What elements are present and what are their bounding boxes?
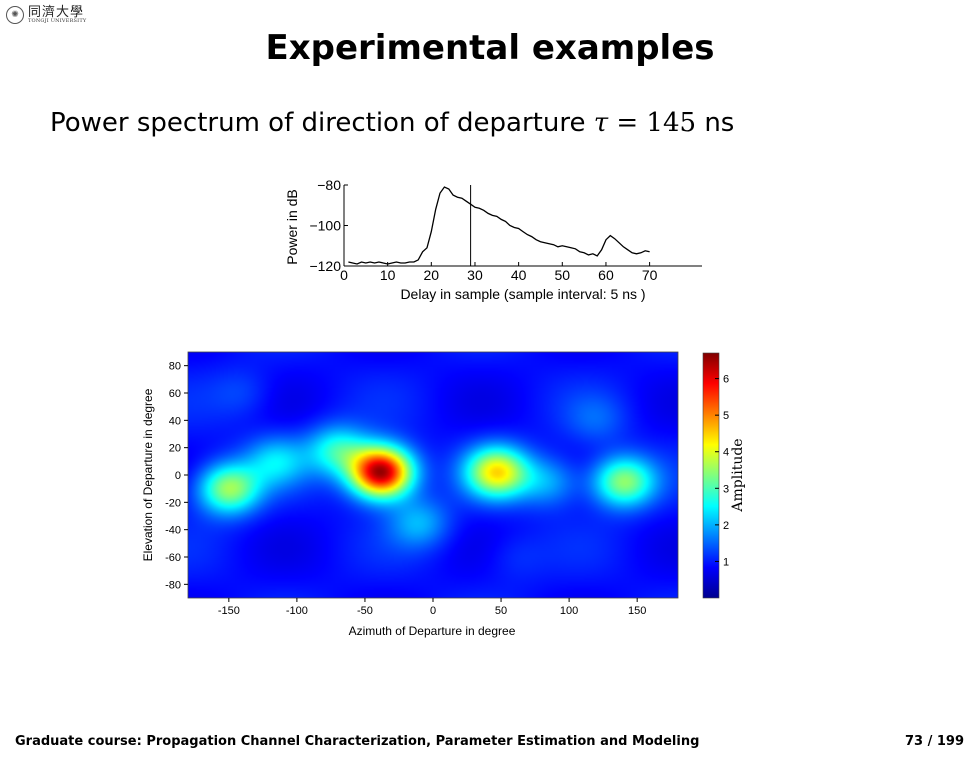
pdp-x-tick-label: 60 [598,267,614,283]
university-logo: ✺ 同濟大學 TONGJI UNIVERSITY [6,6,86,24]
heatmap-y-tick-label: -80 [165,579,181,591]
heatmap-y-axis-label: Elevation of Departure in degree [141,388,155,561]
heatmap-x-tick-label: 50 [495,605,507,617]
subtitle-value: 145 [646,108,697,138]
colorbar-tick-label: 3 [723,483,729,495]
pdp-x-axis-label: Delay in sample (sample interval: 5 ns ) [400,286,645,302]
heatmap-x-tick-label: -100 [286,605,308,617]
pdp-y-tick-label: −120 [309,258,341,274]
heatmap-surface [188,352,678,598]
pdp-x-tick-label: 10 [380,267,396,283]
heatmap-x-tick-label: 150 [628,605,646,617]
logo-chinese-text: 同濟大學 [28,5,85,20]
colorbar-label: Amplitude [730,438,746,512]
subtitle-unit: ns [704,108,735,138]
subtitle-tau-symbol: τ [593,108,609,138]
footer-course-title: Graduate course: Propagation Channel Cha… [15,734,700,749]
heatmap-x-axis-label: Azimuth of Departure in degree [349,624,516,638]
heatmap-x-tick-label: -50 [357,605,373,617]
pdp-y-tick-label: −80 [317,177,341,193]
slide-title: Experimental examples [265,28,715,68]
pdp-y-tick-label: −100 [309,218,341,234]
colorbar-tick-label: 1 [723,556,729,568]
heatmap-y-tick-label: 0 [175,470,181,482]
departure-power-heatmap: -150 -100 -50 0 50 100 150 80 60 40 20 0 -20 -40 -60 -… [141,351,746,638]
power-delay-profile-chart: −120 −100 −80 0 10 20 30 40 50 60 70 Delay in sam… [284,177,702,302]
pdp-x-tick-label: 30 [467,267,483,283]
heatmap-y-tick-label: 80 [169,361,181,373]
pdp-series-line [348,186,650,265]
pdp-x-tick-label: 40 [511,267,527,283]
heatmap-y-tick-label: -20 [165,497,181,509]
heatmap-y-tick-label: 20 [169,443,181,455]
slide-subtitle: Power spectrum of direction of departure… [50,108,734,138]
heatmap-y-tick-label: 40 [169,415,181,427]
heatmap-y-tick-label: -40 [165,525,181,537]
subtitle-text: Power spectrum of direction of departure [50,108,586,138]
pdp-x-tick-label: 0 [340,267,348,283]
heatmap-x-tick-label: 0 [430,605,436,617]
pdp-x-tick-label: 20 [424,267,440,283]
colorbar-tick-label: 2 [723,520,729,532]
pdp-axes [343,185,702,267]
footer-page-number: 73 / 199 [904,734,964,749]
heatmap-x-tick-label: 100 [560,605,578,617]
pdp-y-axis-label: Power in dB [284,189,300,264]
subtitle-equals: = [616,108,639,138]
pdp-x-tick-label: 70 [642,267,658,283]
heatmap-x-tick-label: -150 [218,605,240,617]
logo-english-text: TONGJI UNIVERSITY [28,18,87,24]
pdp-x-tick-label: 50 [555,267,571,283]
colorbar-tick-label: 4 [723,447,729,459]
university-seal-icon: ✺ [6,6,24,24]
heatmap-y-tick-label: 60 [169,388,181,400]
colorbar [702,352,720,599]
colorbar-tick-label: 6 [723,374,729,386]
colorbar-tick-label: 5 [723,410,729,422]
heatmap-y-tick-label: -60 [165,552,181,564]
